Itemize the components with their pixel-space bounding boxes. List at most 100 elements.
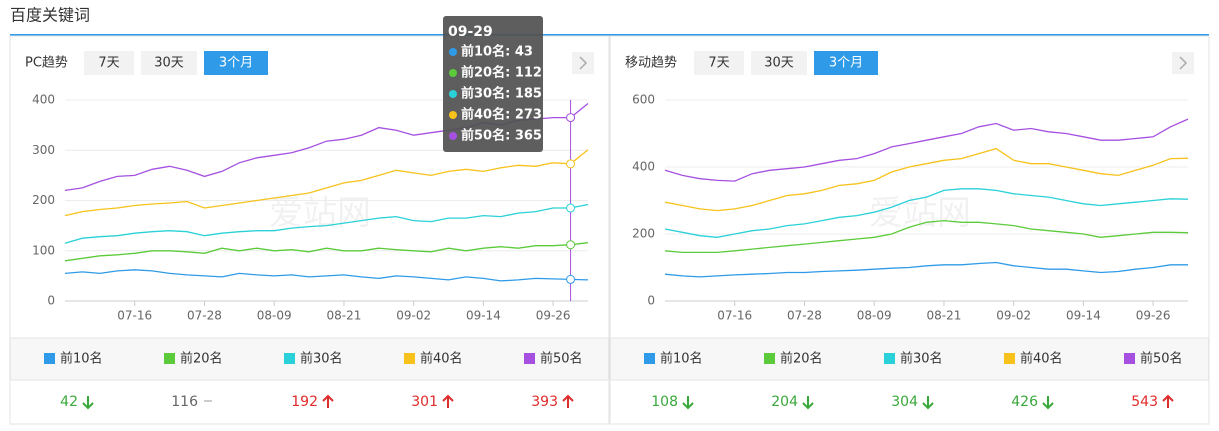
trend-arrow-head bbox=[1042, 402, 1054, 410]
range-button-label[interactable]: 7天 bbox=[98, 56, 119, 71]
panel-title: PC趋势 bbox=[25, 55, 68, 71]
x-tick-label: 09-14 bbox=[1066, 309, 1101, 323]
legend-label[interactable]: 前30名 bbox=[300, 351, 343, 367]
panel-title: 移动趋势 bbox=[625, 55, 677, 71]
range-button-label[interactable]: 30天 bbox=[764, 56, 794, 71]
range-button-label[interactable]: 3个月 bbox=[219, 56, 253, 71]
trend-arrow-head bbox=[922, 402, 934, 410]
x-tick-label: 08-21 bbox=[326, 309, 361, 323]
legend-swatch[interactable] bbox=[764, 353, 775, 364]
hover-point bbox=[566, 113, 576, 123]
legend-swatch[interactable] bbox=[524, 353, 535, 364]
range-button[interactable] bbox=[204, 51, 268, 75]
legend-label[interactable]: 前40名 bbox=[1020, 351, 1063, 367]
x-tick-label: 07-28 bbox=[787, 309, 822, 323]
series-line bbox=[664, 118, 1189, 182]
legend-row bbox=[10, 337, 609, 381]
next-button[interactable] bbox=[572, 52, 594, 74]
tooltip-item: 前30名: 185 bbox=[461, 86, 542, 102]
legend-label[interactable]: 前50名 bbox=[540, 351, 583, 367]
summary-value: 192 bbox=[291, 394, 318, 410]
legend-swatch[interactable] bbox=[644, 353, 655, 364]
range-button[interactable] bbox=[751, 51, 807, 75]
x-tick-label: 09-14 bbox=[466, 309, 501, 323]
tooltip-item: 前10名: 43 bbox=[461, 44, 533, 60]
tooltip-dot bbox=[449, 90, 457, 98]
x-tick-label: 08-09 bbox=[257, 309, 292, 323]
trend-arrow-head bbox=[562, 394, 574, 402]
range-button-label[interactable]: 7天 bbox=[708, 56, 729, 71]
range-button[interactable] bbox=[694, 51, 744, 75]
series-line bbox=[64, 203, 589, 244]
range-button[interactable] bbox=[141, 51, 197, 75]
next-button[interactable] bbox=[1172, 52, 1194, 74]
y-tick-label: 0 bbox=[647, 294, 655, 308]
tooltip-item: 前50名: 365 bbox=[461, 128, 542, 144]
tooltip-dot bbox=[449, 111, 457, 119]
tooltip-dot bbox=[449, 48, 457, 56]
legend-swatch[interactable] bbox=[44, 353, 55, 364]
hover-point bbox=[566, 274, 576, 284]
legend-swatch[interactable] bbox=[1124, 353, 1135, 364]
series-line bbox=[64, 242, 589, 262]
range-button-label[interactable]: 30天 bbox=[154, 56, 184, 71]
legend-label[interactable]: 前10名 bbox=[60, 351, 103, 367]
next-chevron[interactable] bbox=[1179, 56, 1188, 70]
y-tick-label: 200 bbox=[632, 227, 655, 241]
y-tick-label: 100 bbox=[32, 243, 55, 257]
tooltip-dot bbox=[449, 69, 457, 77]
tooltip-dot bbox=[449, 132, 457, 140]
range-button[interactable] bbox=[814, 51, 878, 75]
y-tick-label: 400 bbox=[632, 160, 655, 174]
trend-arrow-head bbox=[682, 402, 694, 410]
y-tick-label: 0 bbox=[47, 294, 55, 308]
legend-swatch[interactable] bbox=[1004, 353, 1015, 364]
range-button[interactable] bbox=[84, 51, 134, 75]
legend-label[interactable]: 前10名 bbox=[660, 351, 703, 367]
range-button-label[interactable]: 3个月 bbox=[829, 56, 863, 71]
tooltip-date: 09-29 bbox=[448, 24, 493, 40]
x-tick-label: 07-16 bbox=[717, 309, 752, 323]
page-title: 百度关键词 bbox=[10, 6, 90, 25]
legend-swatch[interactable] bbox=[404, 353, 415, 364]
legend-row bbox=[610, 337, 1209, 381]
series-line bbox=[64, 269, 589, 282]
watermark: 爱站网 bbox=[269, 194, 371, 234]
series-line bbox=[64, 149, 589, 217]
legend-swatch[interactable] bbox=[884, 353, 895, 364]
y-tick-label: 200 bbox=[32, 193, 55, 207]
summary-value: 426 bbox=[1011, 394, 1038, 410]
series-line bbox=[664, 219, 1189, 254]
legend-swatch[interactable] bbox=[164, 353, 175, 364]
hover-point bbox=[566, 159, 576, 169]
x-tick-label: 09-02 bbox=[996, 309, 1031, 323]
summary-value: 204 bbox=[771, 394, 798, 410]
legend-label[interactable]: 前20名 bbox=[780, 351, 823, 367]
trend-arrow-head bbox=[82, 402, 94, 410]
legend-label[interactable]: 前40名 bbox=[420, 351, 463, 367]
x-tick-label: 09-26 bbox=[536, 309, 571, 323]
trend-arrow-head bbox=[322, 394, 334, 402]
summary-value: 108 bbox=[651, 394, 678, 410]
x-tick-label: 07-28 bbox=[187, 309, 222, 323]
legend-label[interactable]: 前30名 bbox=[900, 351, 943, 367]
legend-label[interactable]: 前50名 bbox=[1140, 351, 1183, 367]
x-tick-label: 07-16 bbox=[117, 309, 152, 323]
summary-value: 304 bbox=[891, 394, 918, 410]
x-tick-label: 08-09 bbox=[857, 309, 892, 323]
series-line bbox=[664, 147, 1189, 212]
hover-point bbox=[566, 240, 576, 250]
legend-swatch[interactable] bbox=[284, 353, 295, 364]
legend-label[interactable]: 前20名 bbox=[180, 351, 223, 367]
tooltip-item: 前20名: 112 bbox=[461, 65, 542, 81]
y-tick-label: 600 bbox=[632, 93, 655, 107]
next-chevron[interactable] bbox=[579, 56, 588, 70]
watermark: 爱站网 bbox=[869, 194, 971, 234]
hover-point bbox=[566, 203, 576, 213]
tooltip bbox=[443, 16, 543, 152]
summary-value: 543 bbox=[1131, 394, 1158, 410]
y-tick-label: 300 bbox=[32, 143, 55, 157]
trend-arrow-head bbox=[1162, 394, 1174, 402]
